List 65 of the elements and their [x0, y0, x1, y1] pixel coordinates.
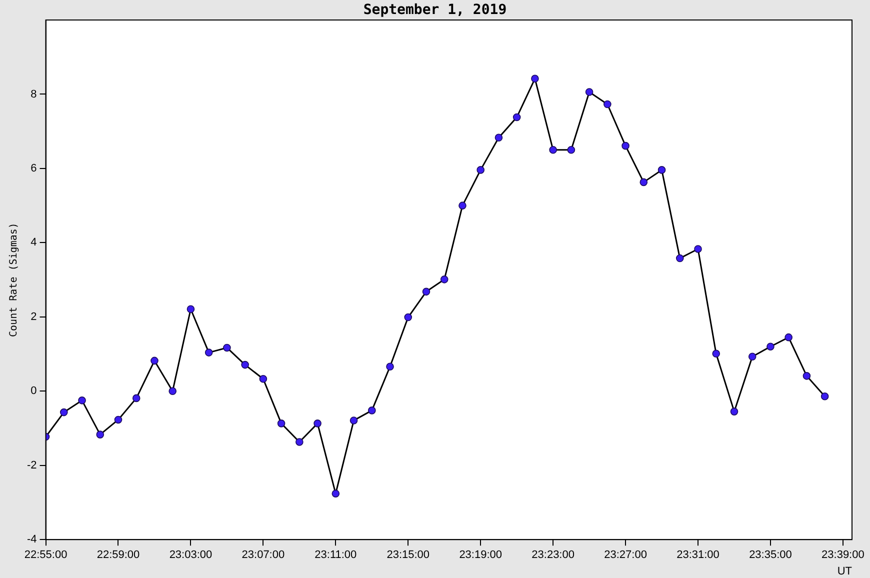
- point: [60, 408, 68, 416]
- point: [223, 344, 231, 352]
- y-tick-label: 8: [30, 88, 37, 100]
- x-tick-label: 23:31:00: [676, 549, 720, 562]
- point: [494, 134, 503, 142]
- point: [332, 490, 340, 498]
- x-tick-label: 23:19:00: [459, 549, 502, 562]
- point: [676, 254, 684, 262]
- point: [458, 202, 466, 210]
- point: [658, 166, 666, 174]
- point: [204, 348, 213, 356]
- point: [549, 146, 557, 154]
- point: [114, 416, 122, 424]
- point: [96, 430, 104, 438]
- y-tick-label: 2: [30, 310, 37, 323]
- point: [730, 408, 738, 416]
- y-tick-label: 4: [30, 236, 37, 249]
- x-tick-label: 23:03:00: [169, 549, 212, 562]
- point: [422, 288, 430, 296]
- point: [531, 74, 539, 83]
- x-axis-title: UT: [837, 565, 852, 578]
- point: [476, 166, 484, 174]
- y-tick-label: -4: [27, 534, 37, 546]
- x-tick-label: 22:59:00: [96, 549, 140, 562]
- chart-title: September 1, 2019: [362, 2, 508, 18]
- point: [259, 374, 268, 383]
- point: [820, 392, 829, 400]
- x-tick-label: 23:11:00: [314, 549, 357, 562]
- point: [622, 142, 630, 150]
- point: [78, 396, 86, 404]
- point: [512, 113, 521, 122]
- x-tick-label: 22:55:00: [24, 549, 68, 562]
- point: [386, 362, 394, 371]
- point: [712, 350, 720, 358]
- point: [132, 394, 140, 402]
- point: [640, 178, 648, 186]
- point: [277, 420, 286, 428]
- x-tick-label: 23:23:00: [532, 549, 574, 562]
- point: [314, 420, 322, 428]
- point: [567, 146, 576, 154]
- point: [350, 416, 358, 424]
- point: [186, 305, 195, 314]
- point: [748, 352, 756, 361]
- point: [241, 360, 249, 369]
- point: [784, 333, 792, 342]
- point: [694, 245, 702, 253]
- point: [802, 372, 811, 380]
- point: [150, 356, 158, 365]
- y-axis-title: Count Rate (Sigmas): [8, 222, 20, 337]
- x-tick-label: 23:15:00: [386, 549, 430, 562]
- point: [585, 88, 594, 96]
- point: [296, 438, 304, 446]
- point: [766, 342, 774, 351]
- y-tick-label: -2: [27, 459, 37, 472]
- y-tick-label: 6: [30, 162, 37, 174]
- point: [440, 276, 448, 284]
- x-tick-label: 23:27:00: [604, 549, 647, 562]
- x-tick-label: 23:07:00: [242, 549, 285, 562]
- y-tick-label: 0: [30, 385, 37, 398]
- x-tick-label: 23:39:00: [822, 549, 864, 562]
- point: [368, 406, 376, 414]
- point: [404, 313, 412, 322]
- point: [168, 387, 176, 396]
- x-tick-label: 23:35:00: [749, 549, 792, 562]
- point: [604, 100, 612, 108]
